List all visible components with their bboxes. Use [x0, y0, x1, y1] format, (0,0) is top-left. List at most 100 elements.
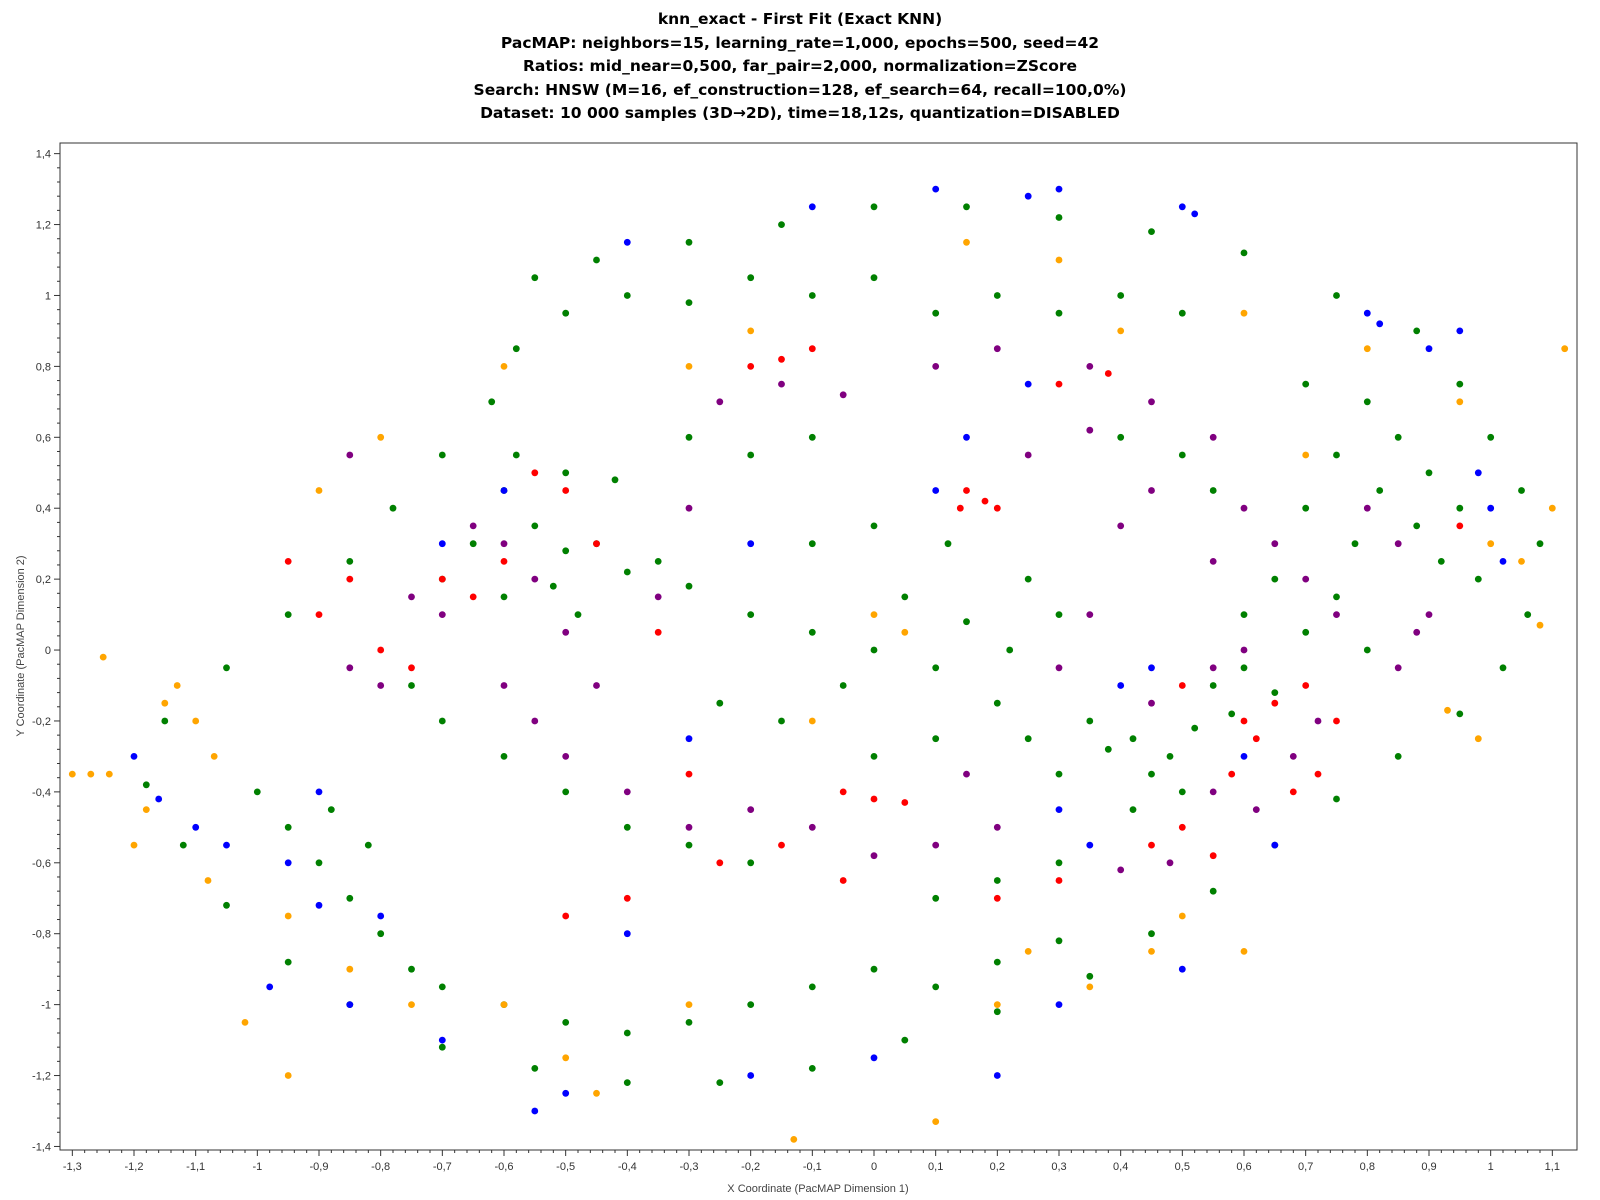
scatter-point	[1117, 866, 1125, 874]
scatter-point	[685, 770, 693, 778]
scatter-point	[778, 841, 785, 849]
scatter-point	[1148, 664, 1155, 672]
scatter-point	[870, 1054, 878, 1062]
scatter-point	[1413, 628, 1421, 636]
scatter-point	[623, 568, 631, 576]
scatter-point	[142, 806, 150, 813]
scatter-point	[932, 664, 940, 672]
scatter-point	[1024, 948, 1032, 955]
scatter-point	[210, 753, 218, 760]
scatter-point	[1055, 664, 1063, 672]
y-tick-label: 1	[45, 290, 51, 302]
scatter-point	[130, 841, 138, 849]
scatter-point	[1487, 540, 1495, 548]
scatter-point	[284, 958, 292, 966]
scatter-point	[1252, 735, 1260, 743]
scatter-point	[192, 717, 200, 725]
scatter-point	[963, 770, 970, 778]
scatter-point	[963, 433, 970, 441]
scatter-point	[346, 575, 354, 583]
scatter-point	[1302, 504, 1310, 512]
scatter-point	[346, 664, 354, 672]
scatter-point	[1148, 699, 1155, 707]
scatter-point	[531, 575, 539, 583]
scatter-point	[161, 699, 169, 707]
x-tick-label: 0,9	[1421, 1161, 1436, 1173]
scatter-point	[562, 1054, 570, 1062]
scatter-point	[808, 203, 816, 211]
scatter-point	[981, 497, 989, 505]
scatter-point	[1444, 706, 1451, 714]
x-tick-label: -0,6	[495, 1161, 514, 1173]
scatter-point	[1474, 735, 1482, 743]
scatter-point	[1437, 558, 1445, 565]
scatter-point	[839, 682, 847, 689]
scatter-point	[1240, 753, 1248, 760]
scatter-point	[1413, 522, 1421, 530]
scatter-point	[377, 930, 385, 938]
y-tick-label: -1	[41, 1000, 51, 1012]
y-tick-label: 0,2	[36, 574, 51, 586]
scatter-point	[1425, 469, 1433, 477]
scatter-point	[1178, 823, 1186, 831]
scatter-point	[593, 682, 600, 689]
scatter-point	[469, 540, 477, 548]
y-tick-label: 0,4	[36, 503, 51, 515]
y-tick-label: 0	[45, 645, 51, 657]
scatter-point	[1271, 540, 1279, 548]
scatter-point	[346, 894, 354, 902]
y-tick-label: -0,8	[32, 929, 51, 941]
scatter-point	[747, 806, 755, 813]
y-tick-label: -1,4	[32, 1141, 51, 1153]
scatter-point	[685, 238, 693, 246]
scatter-point	[500, 593, 508, 601]
scatter-point	[747, 859, 755, 867]
x-tick-label: 0,6	[1236, 1161, 1251, 1173]
scatter-point	[1209, 682, 1217, 689]
scatter-point	[346, 558, 354, 565]
scatter-point	[500, 558, 508, 565]
data-points	[68, 185, 1569, 1143]
scatter-point	[1302, 682, 1310, 689]
scatter-point	[284, 611, 292, 618]
x-tick-label: -1,2	[125, 1161, 144, 1173]
x-tick-label: 0,2	[990, 1161, 1005, 1173]
x-tick-label: -1,3	[63, 1161, 82, 1173]
scatter-point	[1228, 770, 1236, 778]
scatter-point	[1117, 327, 1125, 335]
scatter-point	[1394, 664, 1402, 672]
scatter-point	[593, 1089, 600, 1097]
y-tick-label: -0,2	[32, 716, 51, 728]
scatter-point	[284, 558, 292, 565]
scatter-point	[901, 1036, 909, 1044]
scatter-point	[531, 1065, 539, 1072]
scatter-point	[963, 487, 970, 494]
scatter-point	[173, 682, 181, 689]
scatter-point	[1166, 859, 1174, 867]
scatter-point	[623, 823, 631, 831]
scatter-point	[1191, 724, 1199, 732]
scatter-point	[993, 699, 1001, 707]
scatter-point	[1240, 249, 1248, 257]
scatter-point	[932, 983, 940, 991]
scatter-point	[790, 1136, 798, 1143]
scatter-point	[808, 540, 816, 548]
x-tick-label: -0,9	[310, 1161, 329, 1173]
scatter-point	[1240, 646, 1248, 654]
scatter-point	[611, 476, 619, 484]
scatter-series	[130, 185, 1507, 1115]
scatter-point	[161, 717, 169, 725]
x-tick-label: -0,1	[803, 1161, 822, 1173]
scatter-point	[1024, 575, 1032, 583]
scatter-point	[1178, 965, 1186, 973]
scatter-point	[778, 717, 785, 725]
scatter-point	[1474, 575, 1482, 583]
scatter-point	[315, 901, 323, 909]
scatter-point	[1240, 504, 1248, 512]
scatter-point	[1456, 380, 1464, 388]
scatter-point	[562, 1089, 570, 1097]
scatter-point	[408, 682, 415, 689]
scatter-point	[1240, 948, 1248, 955]
scatter-point	[142, 781, 150, 789]
